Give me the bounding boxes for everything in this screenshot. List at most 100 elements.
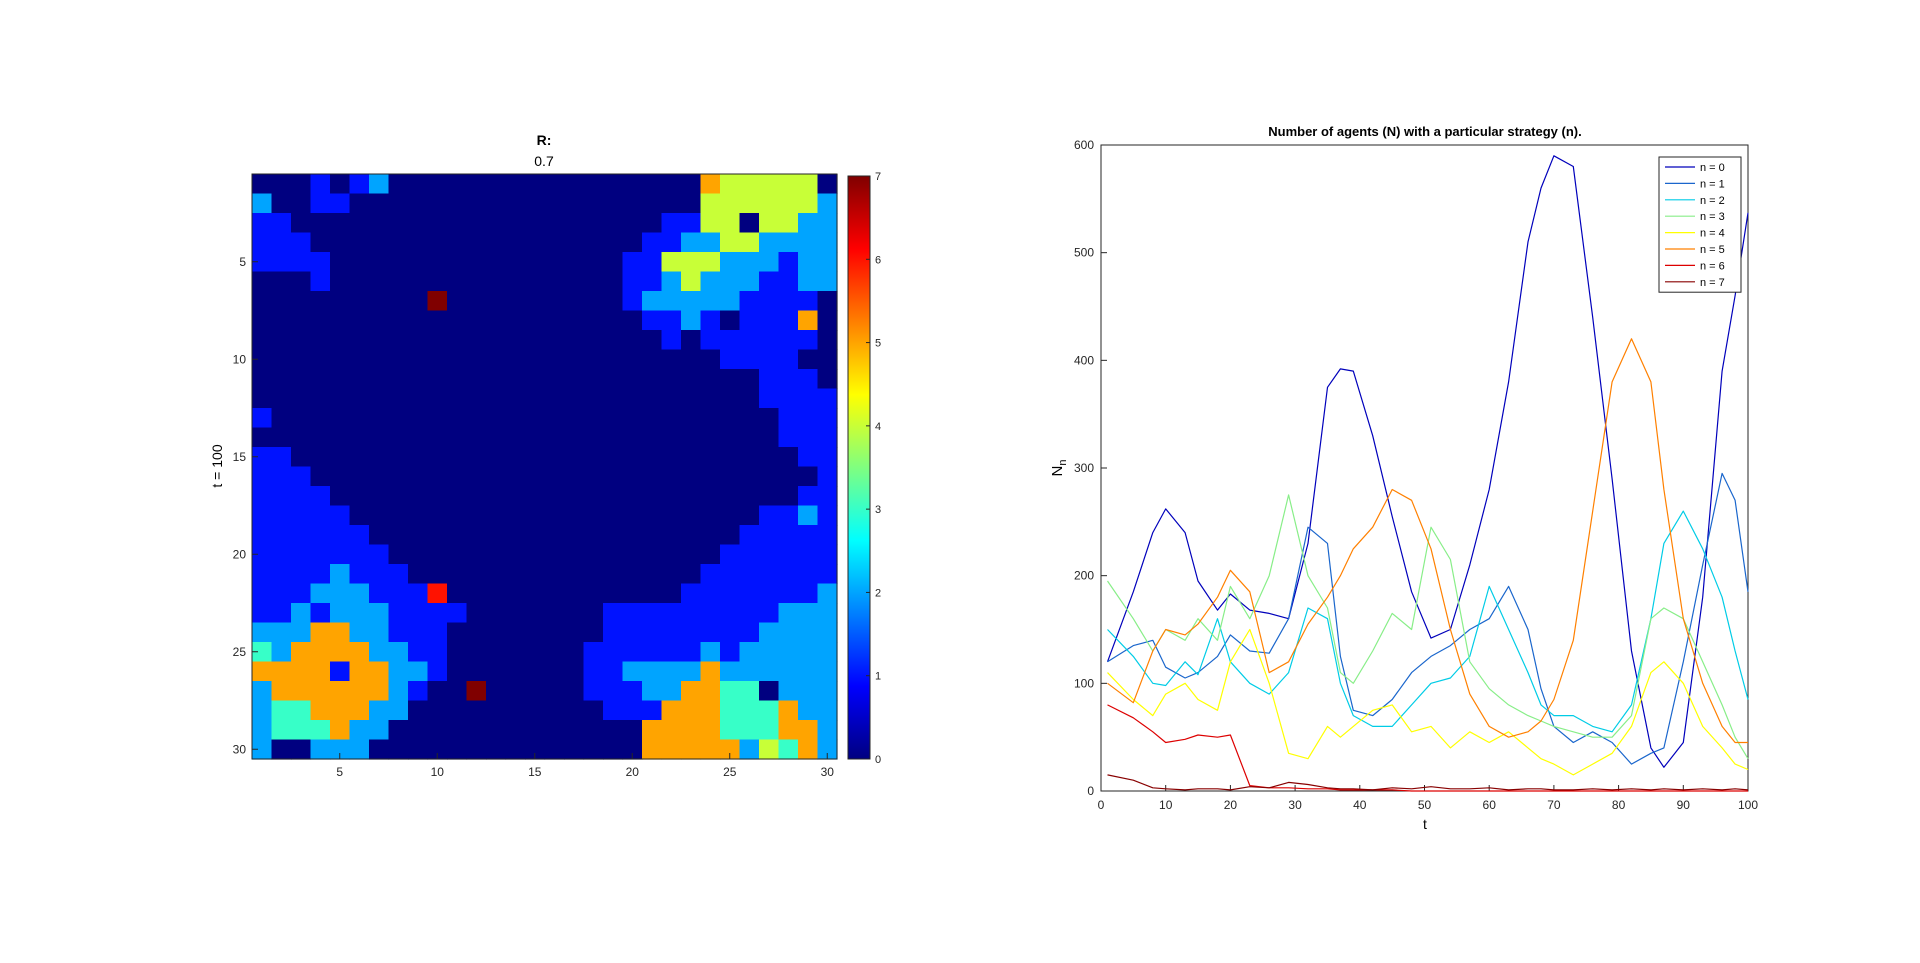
heatmap-cell	[564, 447, 585, 468]
heatmap-cell	[349, 622, 370, 643]
heatmap-cell	[486, 388, 507, 409]
heatmap-cell	[544, 213, 565, 234]
heatmap-cell	[447, 330, 468, 351]
heatmap-cell	[700, 700, 721, 721]
heatmap-cell	[603, 271, 624, 292]
heatmap-cell	[486, 525, 507, 546]
heatmap-cell	[447, 252, 468, 273]
heatmap-cell	[798, 349, 819, 370]
heatmap-cell	[525, 427, 546, 448]
heatmap-cell	[466, 408, 487, 429]
heatmap-cell	[310, 174, 331, 195]
heatmap-cell	[525, 388, 546, 409]
heatmap-cell	[778, 739, 799, 760]
heatmap-cell	[408, 193, 429, 214]
heatmap-cell	[369, 525, 390, 546]
heatmap-cell	[681, 252, 702, 273]
heatmap-cell	[408, 603, 429, 624]
heatmap-cell	[427, 544, 448, 565]
heatmap-cell	[700, 330, 721, 351]
heatmap-cell	[759, 408, 780, 429]
heatmap-cell	[466, 642, 487, 663]
heatmap-cell	[447, 466, 468, 487]
heatmap-cell	[583, 427, 604, 448]
heatmap-cell	[427, 447, 448, 468]
heatmap-cell	[739, 271, 760, 292]
heatmap-cell	[369, 388, 390, 409]
heatmap-cell	[681, 466, 702, 487]
heatmap-cell	[271, 720, 292, 741]
heatmap-cell	[271, 466, 292, 487]
heatmap-cell	[486, 310, 507, 331]
heatmap-cell	[291, 447, 312, 468]
heatmap-cell	[817, 252, 838, 273]
heatmap-cell	[739, 349, 760, 370]
heatmap-cell	[739, 252, 760, 273]
heatmap-cell	[622, 544, 643, 565]
heatmap-cell	[798, 525, 819, 546]
heatmap-cell	[739, 213, 760, 234]
heatmap-cell	[739, 193, 760, 214]
heatmap-cell	[544, 427, 565, 448]
legend-entry-label: n = 0	[1700, 162, 1725, 174]
heatmap-cell	[525, 505, 546, 526]
heatmap-cell	[622, 349, 643, 370]
series-line-n-0	[1106, 155, 1749, 768]
heatmap-cell	[486, 447, 507, 468]
heatmap-cell	[700, 486, 721, 507]
heatmap-cell	[622, 193, 643, 214]
heatmap-cell	[798, 466, 819, 487]
heatmap-cell	[817, 466, 838, 487]
heatmap-cell	[583, 213, 604, 234]
heatmap-cell	[720, 232, 741, 253]
heatmap-cell	[408, 369, 429, 390]
heatmap-cell	[310, 252, 331, 273]
heatmap-cell	[349, 642, 370, 663]
heatmap-cell	[700, 310, 721, 331]
heatmap-cell	[525, 544, 546, 565]
heatmap-cell	[447, 427, 468, 448]
heatmap-cell	[291, 388, 312, 409]
heatmap-cell	[564, 349, 585, 370]
heatmap-cell	[681, 447, 702, 468]
heatmap-cell	[759, 291, 780, 312]
heatmap-cell	[564, 661, 585, 682]
heatmap-cell	[817, 525, 838, 546]
heatmap-cell	[622, 603, 643, 624]
heatmap-cell	[252, 622, 273, 643]
heatmap-cell	[759, 213, 780, 234]
heatmap-cell	[583, 252, 604, 273]
heatmap-cell	[798, 700, 819, 721]
heatmap-cell	[564, 408, 585, 429]
heatmap-cell	[447, 193, 468, 214]
heatmap-cell	[720, 700, 741, 721]
heatmap-cell	[603, 505, 624, 526]
heatmap-cell	[505, 310, 526, 331]
heatmap-cell	[681, 271, 702, 292]
heatmap-cell	[817, 700, 838, 721]
heatmap-cell	[310, 330, 331, 351]
heatmap-cell	[486, 369, 507, 390]
heatmap-cell	[408, 213, 429, 234]
heatmap-y-tick-label: 10	[233, 352, 247, 366]
heatmap-cell	[466, 700, 487, 721]
heatmap-cell	[603, 408, 624, 429]
heatmap-cell	[505, 583, 526, 604]
heatmap-cell	[817, 544, 838, 565]
heatmap-cell	[759, 466, 780, 487]
heatmap-cell	[349, 700, 370, 721]
heatmap-cell	[388, 193, 409, 214]
heatmap-cell	[544, 603, 565, 624]
heatmap-cell	[369, 447, 390, 468]
heatmap-cell	[349, 447, 370, 468]
heatmap-cell	[505, 213, 526, 234]
heatmap-cell	[271, 349, 292, 370]
heatmap-cell	[525, 603, 546, 624]
heatmap-cell	[427, 291, 448, 312]
heatmap-cell	[466, 564, 487, 585]
heatmap-cell	[700, 427, 721, 448]
heatmap-cell	[466, 525, 487, 546]
heatmap-cell	[622, 642, 643, 663]
heatmap-cell	[310, 310, 331, 331]
heatmap-cell	[778, 447, 799, 468]
